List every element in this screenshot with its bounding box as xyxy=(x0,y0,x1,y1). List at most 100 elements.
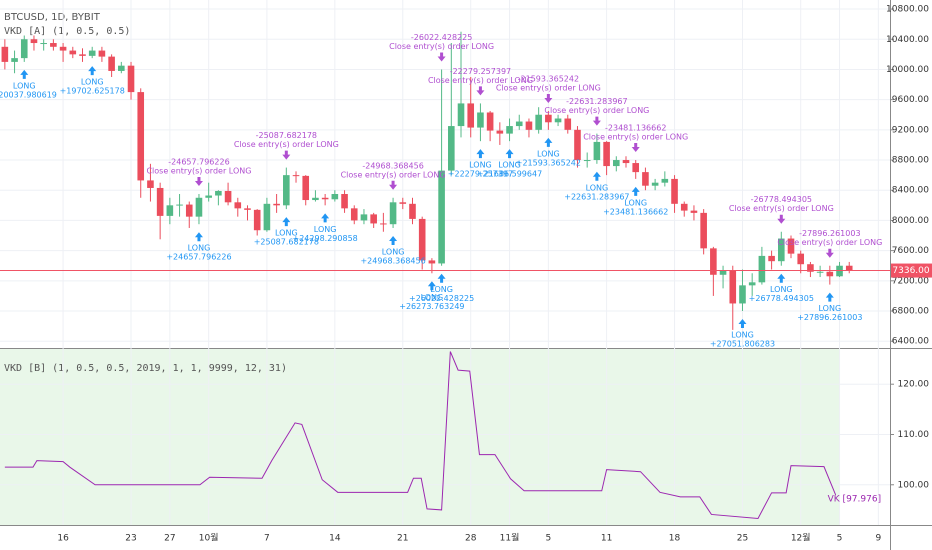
entry-value: +26273.763249 xyxy=(399,302,464,311)
candle-body xyxy=(515,121,523,127)
candle-body xyxy=(448,126,455,171)
candle-body xyxy=(360,214,368,221)
candle-body xyxy=(486,112,494,131)
entry-arrow xyxy=(738,319,747,329)
candle-body xyxy=(554,118,562,123)
x-tick-label: 16 xyxy=(57,534,69,544)
candle-body xyxy=(418,218,426,261)
x-tick-label: 18 xyxy=(669,534,681,544)
entry-arrow xyxy=(825,292,834,302)
candle-body xyxy=(739,285,746,304)
entry-label: LONG xyxy=(430,285,453,294)
candle-body xyxy=(79,54,86,56)
x-tick-label: 25 xyxy=(737,534,748,544)
candle-body xyxy=(593,141,601,161)
entry-label: LONG xyxy=(624,198,647,207)
candle-body xyxy=(292,175,300,177)
candle-body xyxy=(273,203,280,206)
y-tick-label: 120.00 xyxy=(898,380,930,390)
close-label: Close entry(s) order LONG xyxy=(777,238,882,247)
close-value: -21593.365242 xyxy=(518,74,579,83)
close-label: Close entry(s) order LONG xyxy=(544,106,649,115)
candle-body xyxy=(399,202,407,204)
entry-label: LONG xyxy=(586,183,609,192)
candle-body xyxy=(574,129,581,161)
y-tick-label: 10800.00 xyxy=(886,5,929,15)
entry-value: +24657.796226 xyxy=(166,253,231,262)
candle-body xyxy=(380,223,387,225)
entry-label: LONG xyxy=(421,293,444,302)
candle-body xyxy=(20,39,28,59)
candle-body xyxy=(748,282,756,286)
candle-body xyxy=(777,238,785,262)
close-arrow xyxy=(825,248,834,258)
indicator-background xyxy=(0,349,840,525)
candle-body xyxy=(807,264,814,272)
candle-body xyxy=(428,260,436,264)
close-label: Close entry(s) order LONG xyxy=(146,167,251,176)
y-tick-label: 110.00 xyxy=(898,430,930,440)
candle-body xyxy=(496,130,504,134)
x-tick-label: 21 xyxy=(397,534,408,544)
close-arrow xyxy=(194,177,203,187)
candle-body xyxy=(370,214,377,224)
candle-body xyxy=(176,204,183,206)
candle-body xyxy=(302,175,310,201)
candle-body xyxy=(331,194,339,200)
y-tick-label: 100.00 xyxy=(898,480,930,490)
close-value: -26022.428225 xyxy=(411,33,472,42)
entry-value: +26022.428225 xyxy=(409,294,474,303)
candle-body xyxy=(321,197,329,200)
candle-body xyxy=(166,205,174,216)
candle-body xyxy=(50,43,57,47)
entry-label: LONG xyxy=(818,304,841,313)
close-value: -22279.257397 xyxy=(450,67,511,76)
entry-arrow xyxy=(194,232,203,242)
candle-body xyxy=(350,208,358,221)
candle-body xyxy=(253,209,261,231)
indicator-title: VKD [A] (1, 0.5, 0.5) xyxy=(4,26,130,37)
entry-label: LONG xyxy=(314,225,337,234)
x-tick-label: 5 xyxy=(545,534,551,544)
close-label: Close entry(s) order LONG xyxy=(496,83,601,92)
candle-body xyxy=(457,103,465,127)
candle-body xyxy=(826,271,834,277)
end-label: VK [97.976] xyxy=(828,494,881,504)
close-arrow xyxy=(631,143,640,153)
entry-label: LONG xyxy=(731,331,754,340)
candle-body xyxy=(215,190,222,196)
close-value: -24968.368456 xyxy=(362,161,423,170)
entry-value: +24298.290858 xyxy=(293,234,358,243)
candle-body xyxy=(506,126,513,134)
close-value: -26778.494305 xyxy=(751,195,812,204)
x-tick-label: 27 xyxy=(164,534,175,544)
x-tick-label: 9 xyxy=(875,534,881,544)
candle-body xyxy=(477,112,484,128)
entry-value: +27896.261003 xyxy=(797,313,862,322)
candle-body xyxy=(671,178,678,204)
entry-value: +21686.599647 xyxy=(477,170,542,179)
entry-value: +22279.257397 xyxy=(448,170,513,179)
y-tick-label: 10400.00 xyxy=(886,35,929,45)
entry-arrow xyxy=(631,186,640,196)
close-label: Close entry(s) order LONG xyxy=(389,42,494,51)
close-arrow xyxy=(389,180,398,190)
candle-body xyxy=(768,255,775,262)
candle-body xyxy=(535,114,542,130)
candle-body xyxy=(127,65,135,93)
candle-body xyxy=(845,265,853,271)
candle-body xyxy=(30,39,38,44)
x-tick-label: 14 xyxy=(329,534,341,544)
candle-body xyxy=(690,210,698,213)
candle-body xyxy=(632,163,640,173)
y-tick-label: 9600.00 xyxy=(892,95,929,105)
candle-body xyxy=(98,50,106,57)
entry-arrow xyxy=(427,281,436,291)
close-arrow xyxy=(282,150,291,160)
close-arrow xyxy=(437,52,446,62)
candle-body xyxy=(661,178,669,183)
close-value: -25087.682178 xyxy=(256,131,317,140)
entry-value: +20037.980619 xyxy=(0,90,57,99)
entry-arrow xyxy=(505,149,514,159)
candle-body xyxy=(40,43,47,45)
